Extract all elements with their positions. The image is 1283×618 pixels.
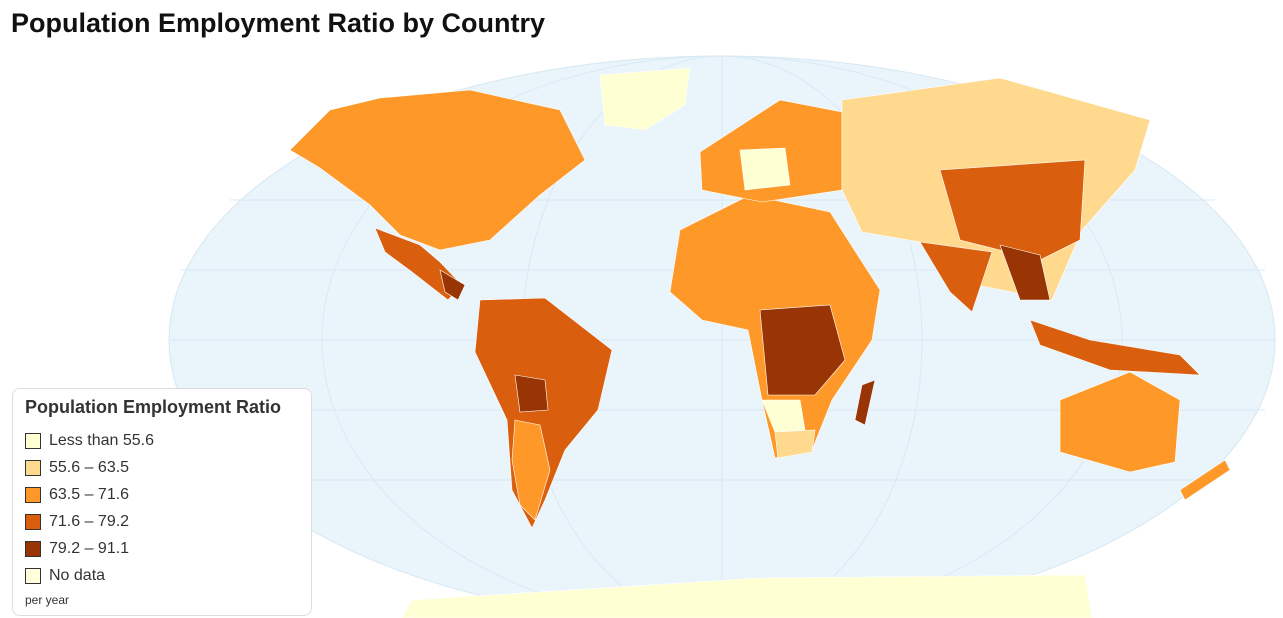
chart-title: Population Employment Ratio by Country [11,8,546,38]
legend-item[interactable]: 55.6 – 63.5 [25,454,299,481]
legend: Population Employment Ratio Less than 55… [12,388,312,616]
legend-items: Less than 55.6 55.6 – 63.5 63.5 – 71.6 71.6… [25,427,299,589]
legend-swatch [25,513,41,530]
legend-item[interactable]: 63.5 – 71.6 [25,481,299,508]
legend-item[interactable]: 71.6 – 79.2 [25,508,299,535]
legend-swatch [25,459,41,476]
legend-title: Population Employment Ratio [25,397,282,417]
legend-label: 79.2 – 91.1 [49,539,130,557]
legend-item[interactable]: 79.2 – 91.1 [25,535,299,562]
legend-label: 63.5 – 71.6 [49,485,130,503]
legend-swatch [25,486,41,503]
legend-swatch [25,567,41,584]
legend-label: Less than 55.6 [49,431,154,449]
legend-label: No data [49,566,106,584]
legend-item[interactable]: Less than 55.6 [25,427,299,454]
legend-note: per year [25,593,70,607]
legend-label: 55.6 – 63.5 [49,458,130,476]
legend-swatch [25,540,41,557]
legend-label: 71.6 – 79.2 [49,512,130,530]
countries [289,67,1231,618]
legend-item[interactable]: No data [25,562,299,589]
legend-swatch [25,432,41,449]
